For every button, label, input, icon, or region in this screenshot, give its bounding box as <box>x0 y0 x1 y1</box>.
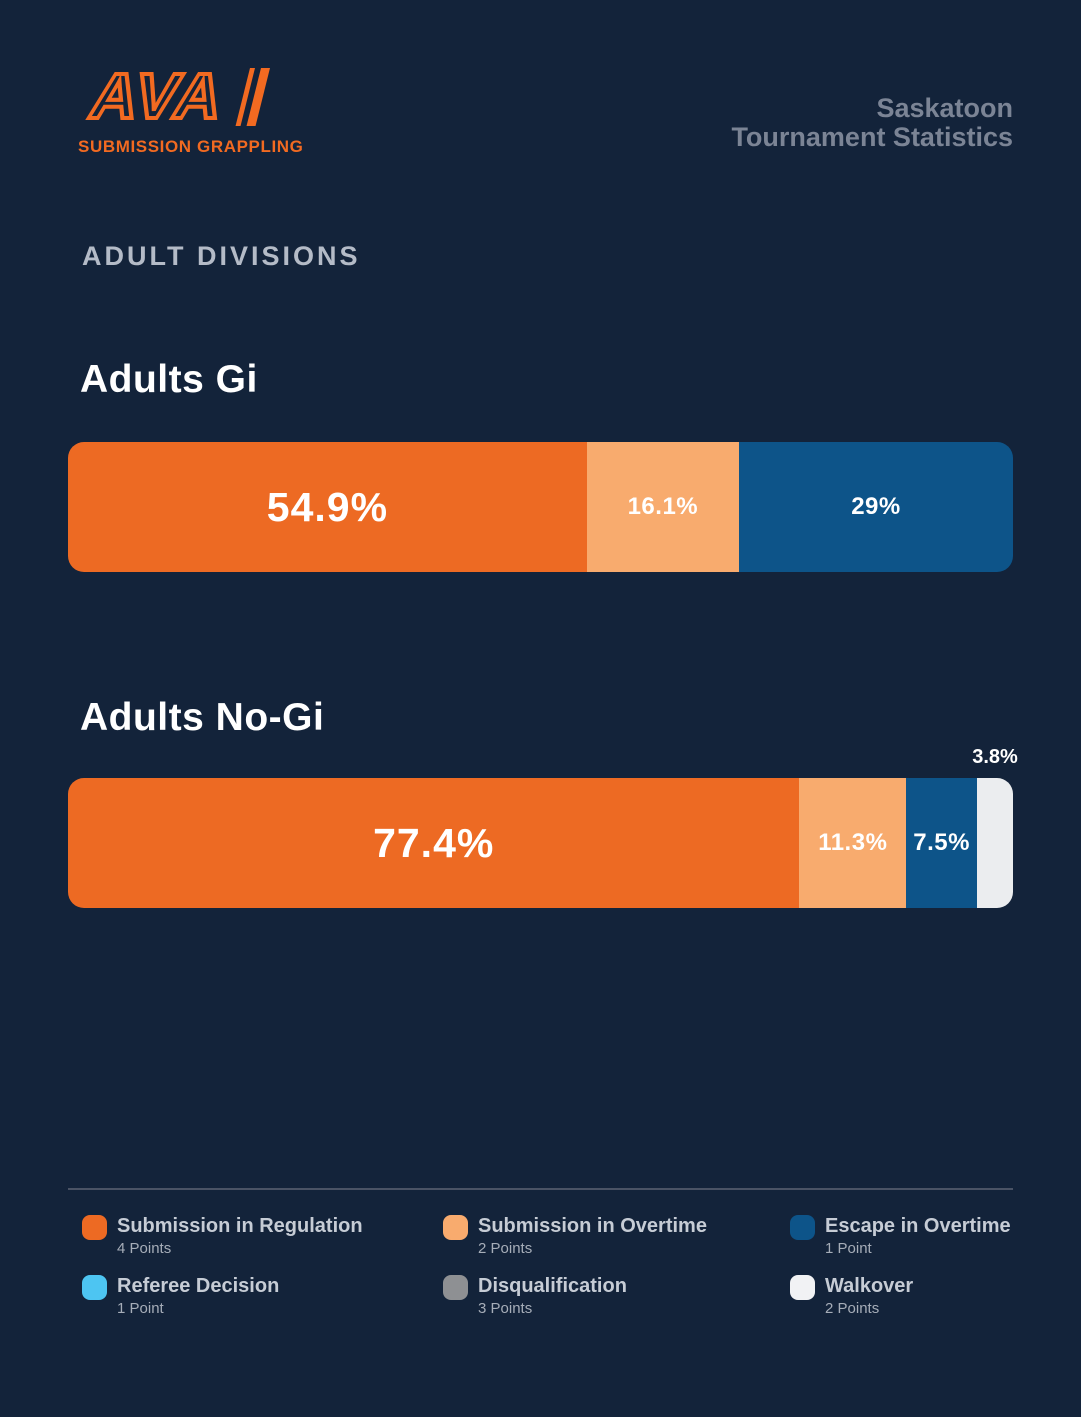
page-title-line1: Saskatoon <box>876 93 1013 123</box>
chart-adults-nogi: Adults No-Gi 77.4% 11.3% 7.5% 3.8% <box>68 696 1018 908</box>
legend-points: 3 Points <box>478 1300 533 1317</box>
legend-points: 2 Points <box>825 1300 880 1317</box>
legend-swatch-disqualification <box>443 1275 468 1300</box>
legend-swatch-submission-overtime <box>443 1215 468 1240</box>
chart-adults-gi: Adults Gi 54.9% 16.1% 29% <box>68 358 1013 572</box>
legend-points: 1 Point <box>117 1300 164 1317</box>
page-title: Saskatoon Tournament Statistics <box>731 93 1013 153</box>
legend-swatch-referee-decision <box>82 1275 107 1300</box>
legend-swatch-walkover <box>790 1275 815 1300</box>
legend-label: Submission in Regulation <box>117 1215 363 1237</box>
legend-item-escape-overtime: Escape in Overtime 1 Point <box>790 1214 1013 1258</box>
legend-item-disqualification: Disqualification 3 Points <box>443 1274 790 1318</box>
header: AVA SUBMISSION GRAPPLING Saskatoon Tourn… <box>68 58 1013 160</box>
legend-item-submission-regulation: Submission in Regulation 4 Points <box>82 1214 443 1258</box>
stacked-bar-wrap-adults-gi: 54.9% 16.1% 29% <box>68 442 1013 572</box>
bar-segment: 7.5% <box>906 778 978 908</box>
legend-swatch-submission-regulation <box>82 1215 107 1240</box>
legend-label: Walkover <box>825 1275 914 1297</box>
stacked-bar-wrap-adults-nogi: 77.4% 11.3% 7.5% 3.8% <box>68 746 1018 908</box>
legend-divider <box>68 1188 1013 1190</box>
legend-label: Escape in Overtime <box>825 1215 1011 1237</box>
section-label: ADULT DIVISIONS <box>82 241 361 271</box>
legend-label: Disqualification <box>478 1275 627 1297</box>
legend-label: Referee Decision <box>117 1275 280 1297</box>
legend-item-referee-decision: Referee Decision 1 Point <box>82 1274 443 1318</box>
legend-points: 1 Point <box>825 1240 872 1257</box>
bar-segment: 16.1% <box>586 442 739 572</box>
svg-text:AVA: AVA <box>84 66 234 130</box>
bar-segment <box>977 778 1013 908</box>
legend-label: Submission in Overtime <box>478 1215 707 1237</box>
chart-title-adults-nogi: Adults No-Gi <box>80 696 325 739</box>
legend-item-walkover: Walkover 2 Points <box>790 1274 1013 1318</box>
stacked-bar-adults-gi: 54.9% 16.1% 29% <box>68 442 1013 572</box>
bar-segment: 11.3% <box>799 778 907 908</box>
chart-title-adults-gi: Adults Gi <box>80 358 258 401</box>
stacked-bar-adults-nogi: 77.4% 11.3% 7.5% <box>68 778 1013 908</box>
logo-subtext: SUBMISSION GRAPPLING <box>78 137 304 156</box>
legend-points: 2 Points <box>478 1240 533 1257</box>
page: AVA SUBMISSION GRAPPLING Saskatoon Tourn… <box>0 58 1081 1417</box>
legend-grid: Submission in Regulation 4 Points Submis… <box>68 1214 1013 1318</box>
ava-logo: AVA SUBMISSION GRAPPLING <box>68 58 304 157</box>
bar-segment: 77.4% <box>68 778 800 908</box>
legend-swatch-escape-overtime <box>790 1215 815 1240</box>
page-title-line2: Tournament Statistics <box>731 122 1013 153</box>
legend: Submission in Regulation 4 Points Submis… <box>68 1188 1013 1318</box>
legend-points: 4 Points <box>117 1240 172 1257</box>
bar-segment: 29% <box>738 442 1013 572</box>
legend-item-submission-overtime: Submission in Overtime 2 Points <box>443 1214 790 1258</box>
bar-segment-outside-label: 3.8% <box>972 746 1018 768</box>
ava-logo-icon: AVA <box>82 58 271 134</box>
bar-segment: 54.9% <box>68 442 587 572</box>
